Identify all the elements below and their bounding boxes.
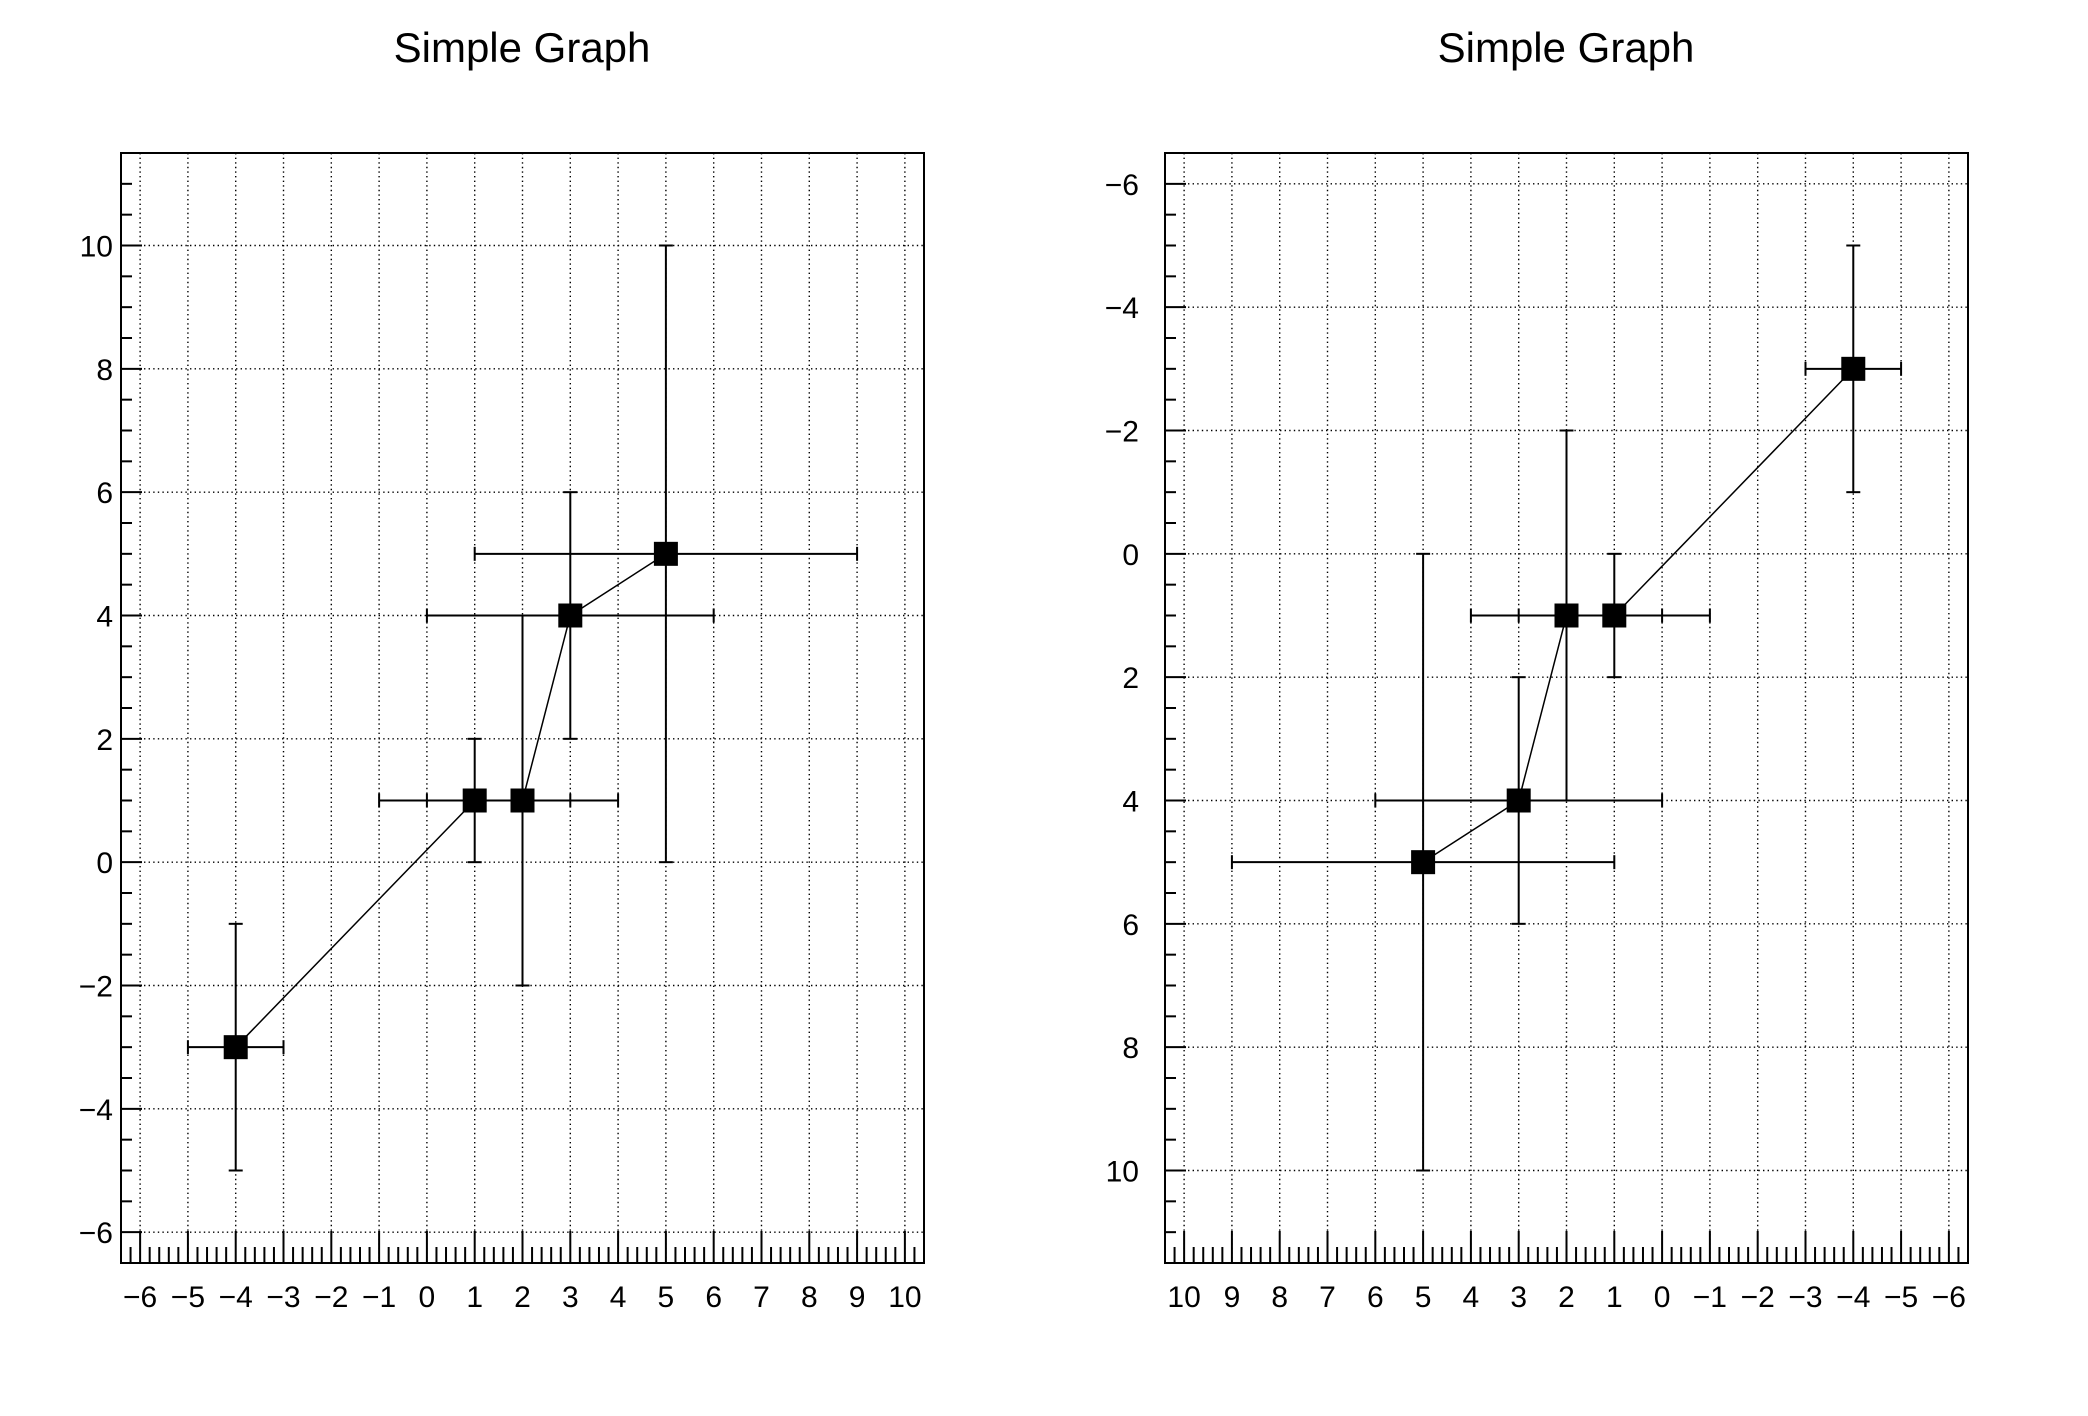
x-axis-tick-label: 4 — [1463, 1281, 1480, 1314]
y-axis-tick-label: 4 — [1122, 786, 1139, 819]
x-axis-tick-label: 7 — [1319, 1281, 1336, 1314]
x-axis-tick-label: −6 — [1932, 1281, 1966, 1314]
pad-left: Simple Graph −6 −5 −4 −3 −2 −1 0 1 2 3 4 5 6 7 8 9 10 −6−… — [79, 24, 925, 1314]
x-axis-tick-label: −4 — [1836, 1281, 1870, 1314]
data-point-marker — [1602, 603, 1627, 628]
data-point-marker — [1554, 603, 1579, 628]
y-axis-tick-label: 2 — [1122, 662, 1139, 695]
y-axis-tick-label: 6 — [1122, 909, 1139, 942]
x-axis-tick-label: 3 — [1510, 1281, 1527, 1314]
y-axis-tick-label: −6 — [1105, 169, 1139, 202]
y-axis-tick-label: 6 — [96, 477, 113, 510]
x-axis-tick-label: 0 — [1654, 1281, 1671, 1314]
x-axis-tick-label: 7 — [753, 1281, 770, 1314]
x-axis-tick-label: 0 — [419, 1281, 436, 1314]
x-axis-tick-label: −1 — [362, 1281, 396, 1314]
y-axis-tick-label: 10 — [1106, 1156, 1139, 1189]
x-axis-tick-label: 10 — [888, 1281, 921, 1314]
y-axis-tick-label: 10 — [80, 231, 113, 264]
x-axis-tick-label: −3 — [266, 1281, 300, 1314]
x-axis-tick-label: 10 — [1167, 1281, 1200, 1314]
x-axis-tick-label: 8 — [1271, 1281, 1288, 1314]
y-axis-tick-label: −2 — [79, 971, 113, 1004]
x-axis-tick-label: −5 — [1884, 1281, 1918, 1314]
y-axis-tick-label: −4 — [79, 1094, 113, 1127]
x-axis-tick-label: 2 — [514, 1281, 531, 1314]
x-axis-tick-label: 6 — [705, 1281, 722, 1314]
y-axis-tick-label: 0 — [1122, 539, 1139, 572]
data-point-marker — [1411, 850, 1436, 875]
x-axis-tick-label: −3 — [1788, 1281, 1822, 1314]
x-axis-tick-label: 2 — [1558, 1281, 1575, 1314]
x-axis-tick-label: −1 — [1693, 1281, 1727, 1314]
y-axis-tick-label: −6 — [79, 1217, 113, 1250]
x-axis-tick-label: 1 — [1606, 1281, 1623, 1314]
x-axis-tick-label: 9 — [849, 1281, 866, 1314]
data-point-marker — [653, 541, 678, 566]
data-point-marker — [462, 788, 487, 813]
y-axis-tick-label: −2 — [1105, 416, 1139, 449]
pad-right: Simple Graph −6 −5 −4 −3 −2 −1 0 1 2 3 4 5 6 7 8 9 10 −6−… — [1044, 0, 2088, 1416]
y-axis-tick-label: 8 — [96, 354, 113, 387]
data-point-marker — [223, 1035, 248, 1060]
x-axis-tick-label: −6 — [123, 1281, 157, 1314]
x-axis-tick-label: 8 — [801, 1281, 818, 1314]
data-point-marker — [1506, 788, 1531, 813]
data-point-marker — [558, 603, 583, 628]
x-axis-tick-label: 3 — [562, 1281, 579, 1314]
x-axis-tick-label: 1 — [466, 1281, 483, 1314]
x-axis-tick-label: 6 — [1367, 1281, 1384, 1314]
y-axis-tick-label: −4 — [1105, 292, 1139, 325]
x-axis-tick-label: 4 — [610, 1281, 627, 1314]
x-axis-tick-label: −2 — [1741, 1281, 1775, 1314]
data-point-marker — [1841, 356, 1866, 381]
y-axis-tick-label: 4 — [96, 601, 113, 634]
x-axis-tick-label: −5 — [171, 1281, 205, 1314]
x-axis-tick-label: −4 — [219, 1281, 253, 1314]
y-axis-tick-label: 0 — [96, 847, 113, 880]
x-axis-tick-label: 5 — [658, 1281, 675, 1314]
chart-title: Simple Graph — [1437, 24, 1695, 71]
x-axis-tick-label: 9 — [1224, 1281, 1241, 1314]
data-point-marker — [510, 788, 535, 813]
x-axis-tick-label: 5 — [1415, 1281, 1432, 1314]
x-axis-tick-label: −2 — [314, 1281, 348, 1314]
chart-title: Simple Graph — [393, 24, 651, 71]
y-axis-tick-label: 2 — [96, 724, 113, 757]
y-axis-tick-label: 8 — [1122, 1032, 1139, 1065]
